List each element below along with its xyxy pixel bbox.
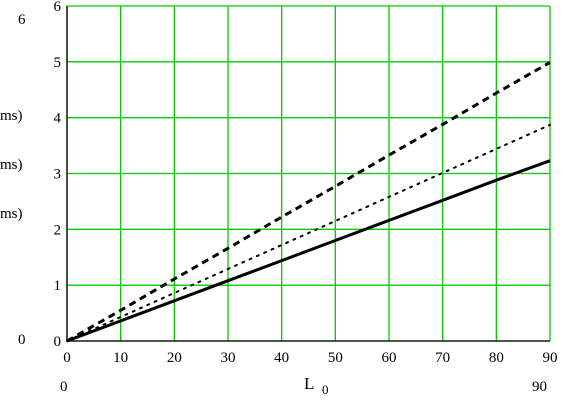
x-tick-label-0: 0: [63, 350, 71, 366]
x-tick-label-30: 30: [221, 350, 236, 366]
series-dashed-line: [66, 61, 551, 343]
x-axis-label: L 0: [304, 374, 329, 397]
x-tick-label-50: 50: [328, 350, 343, 366]
plot-frame: [66, 6, 550, 342]
x-axis-label-main: L: [304, 374, 314, 393]
series-group: [66, 61, 551, 343]
tick-labels: 0 10 20 30 40 50 60 70 80 90 0 1 2 3 4 5 6: [54, 0, 558, 366]
left-label-1: ms): [0, 108, 23, 124]
series-dotted-line: [66, 123, 551, 342]
x-tick-label-80: 80: [489, 350, 504, 366]
y-tick-label-3: 3: [54, 167, 62, 183]
x-range-right-label: 90: [532, 379, 547, 395]
x-tick-label-70: 70: [435, 350, 450, 366]
x-tick-label-60: 60: [382, 350, 397, 366]
left-label-3: ms): [0, 206, 23, 222]
y-tick-label-0: 0: [54, 334, 62, 350]
left-label-2: ms): [0, 157, 23, 173]
x-range-left-label: 0: [60, 379, 68, 395]
x-tick-label-10: 10: [113, 350, 128, 366]
y-tick-label-2: 2: [54, 222, 62, 238]
y-range-bottom-label: 0: [18, 332, 26, 348]
grid: [66, 5, 551, 342]
series-solid-line: [66, 159, 551, 343]
y-tick-label-6: 6: [54, 0, 62, 15]
y-tick-label-1: 1: [54, 278, 62, 294]
x-axis-label-subscript: 0: [322, 382, 329, 397]
x-tick-label-20: 20: [167, 350, 182, 366]
y-tick-label-5: 5: [54, 55, 62, 71]
y-range-top-label: 6: [18, 12, 26, 28]
x-tick-label-90: 90: [543, 350, 558, 366]
x-tick-label-40: 40: [274, 350, 289, 366]
y-tick-label-4: 4: [54, 111, 62, 127]
